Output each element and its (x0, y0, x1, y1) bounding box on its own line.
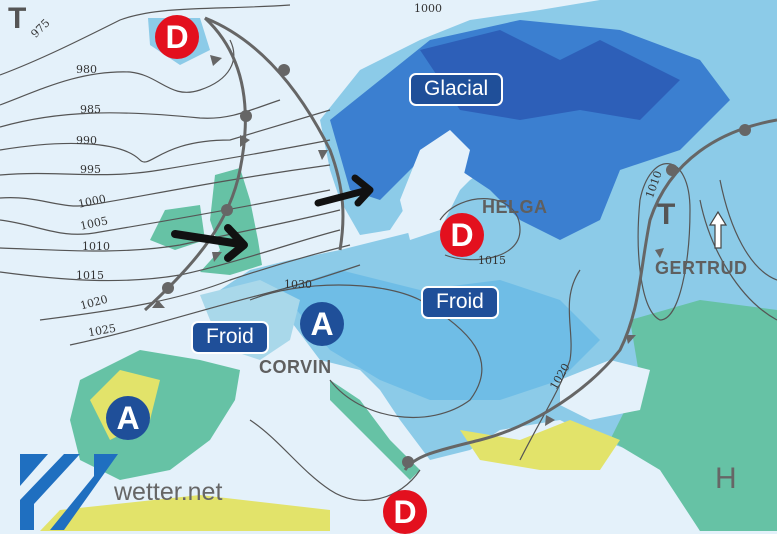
front-symbol (240, 110, 252, 122)
occluded-front-east (403, 118, 777, 471)
high-pressure-corvin: A (300, 302, 344, 346)
front-symbol (278, 64, 290, 76)
arrow-east-scandinavia-icon (314, 186, 372, 207)
isobar (0, 139, 331, 176)
occluded-front-north (204, 16, 345, 251)
wind-arrows (171, 174, 728, 262)
italy (330, 380, 420, 480)
occluded-front-west (143, 16, 247, 312)
front-symbol (152, 300, 165, 308)
isobar-label: 990 (76, 134, 97, 147)
low-pressure-iceland: D (155, 15, 199, 59)
isobar-label: 1030 (284, 278, 312, 291)
wetter-net-logo-icon (20, 454, 118, 530)
isobar (719, 179, 777, 281)
isobar (439, 198, 521, 261)
arrow-east-uk-head (224, 224, 248, 262)
east-mild-region (610, 300, 777, 531)
isobar (0, 189, 331, 235)
label-froid-west: Froid (191, 321, 269, 354)
land (40, 0, 777, 531)
balkans-warm (460, 420, 620, 470)
baltic-sea (400, 130, 470, 240)
isobar (519, 269, 581, 461)
front-symbol (318, 150, 328, 160)
trough-marker-gertrud: T (657, 198, 676, 231)
isobar-label: 980 (76, 63, 97, 76)
front-symbol (655, 248, 664, 258)
black-sea (560, 360, 650, 420)
isobar (249, 284, 483, 418)
front-symbol (666, 164, 678, 176)
isobar (0, 164, 331, 207)
isobar (0, 99, 281, 128)
isobar-label: 995 (80, 163, 101, 176)
label-froid-east: Froid (421, 286, 499, 319)
front-symbols (152, 55, 751, 468)
high-name-corvin: CORVIN (259, 357, 332, 377)
low-pressure-mediterranean: D (383, 490, 427, 534)
logo-text: wetter.net (114, 478, 223, 506)
front-symbol (210, 55, 222, 66)
central-europe-cold (280, 270, 600, 400)
isobar (0, 209, 341, 252)
front-symbol (212, 252, 222, 262)
trough-name-gertrud: GERTRUD (655, 258, 748, 278)
high-pressure-iberia: A (106, 396, 150, 440)
arrow-north-russia-icon (708, 210, 728, 249)
isobar (39, 244, 351, 321)
isobar (0, 4, 291, 76)
arrow-east-scandinavia-head (351, 174, 374, 207)
front-symbol (739, 124, 751, 136)
trough-marker-atlantic: T (8, 2, 27, 35)
isobar-label: 1015 (76, 269, 104, 282)
front-symbol (402, 456, 414, 468)
great-britain (200, 168, 262, 275)
label-glacial: Glacial (409, 73, 504, 106)
isobar-label: 1010 (82, 240, 110, 253)
north-africa (40, 495, 330, 531)
isobar (0, 39, 235, 106)
front-symbol (626, 335, 636, 344)
arrow-east-uk-icon (171, 230, 244, 248)
fronts (143, 16, 777, 471)
low-name-helga: HELGA (482, 197, 548, 217)
front-symbol (162, 282, 174, 294)
isobar (699, 199, 777, 321)
front-symbol (221, 204, 233, 216)
low-pressure-helga: D (440, 213, 484, 257)
front-symbol (240, 135, 250, 147)
ireland (150, 205, 205, 250)
isobar-label: 1000 (414, 2, 442, 15)
isobar-label: 1015 (478, 254, 506, 267)
front-symbol (545, 415, 555, 426)
isobar (69, 264, 361, 346)
isobar-label: 985 (80, 103, 101, 116)
isobar (0, 109, 331, 163)
high-marker-east: H (715, 462, 737, 495)
